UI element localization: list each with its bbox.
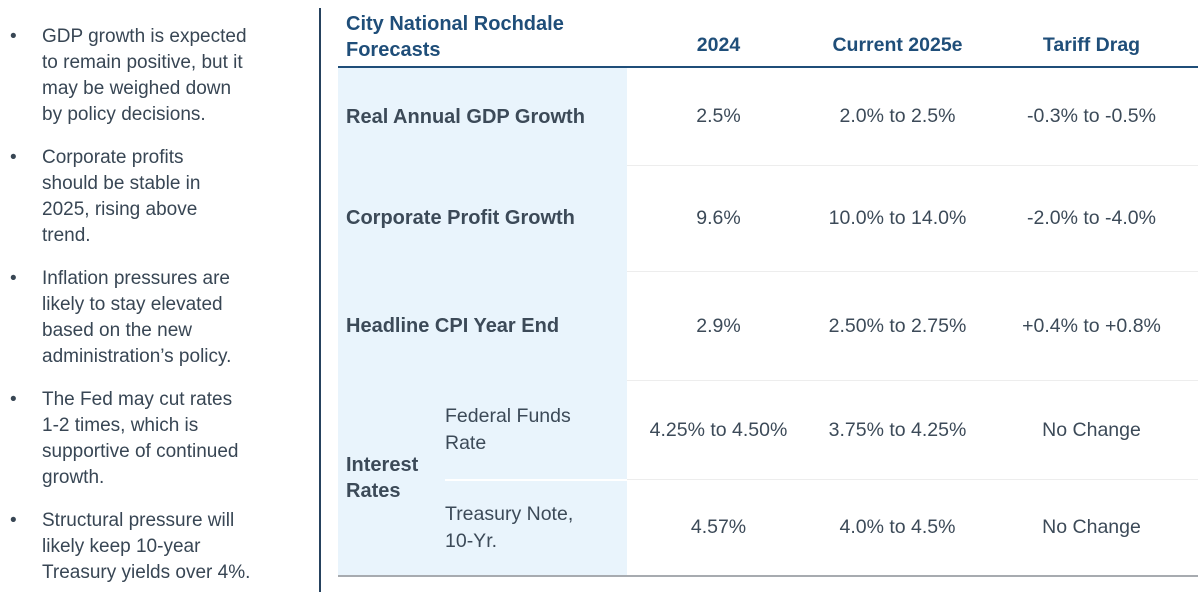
table-title: City National Rochdale Forecasts [338, 0, 627, 68]
row-label-corporate-profit: Corporate Profit Growth [338, 165, 627, 271]
cell-fedfunds-tariff: No Change [985, 380, 1198, 479]
cell-cpi-2024: 2.9% [627, 271, 810, 380]
cell-cpi-2025e: 2.50% to 2.75% [810, 271, 985, 380]
forecast-table: City National Rochdale Forecasts 2024 Cu… [338, 0, 1198, 577]
cell-treasury-tariff: No Change [985, 479, 1198, 575]
column-header-tariff-drag: Tariff Drag [985, 0, 1198, 68]
cell-profit-tariff: -2.0% to -4.0% [985, 165, 1198, 271]
bullet-icon: • [10, 268, 17, 289]
bullet-icon: • [10, 389, 17, 410]
bullet-item: • The Fed may cut rates 1-2 times, which… [10, 387, 310, 491]
bullet-item: • Inflation pressures are likely to stay… [10, 266, 310, 370]
bullet-text: GDP growth is expected to remain positiv… [42, 26, 247, 125]
bullet-item: • GDP growth is expected to remain posit… [10, 24, 310, 128]
cell-gdp-2025e: 2.0% to 2.5% [839, 105, 956, 127]
cell-treasury-2024: 4.57% [627, 479, 810, 575]
bullet-text: Structural pressure will likely keep 10-… [42, 510, 251, 583]
row-label-gdp-growth: Real Annual GDP Growth [338, 68, 627, 165]
bullet-item: • Corporate profits should be stable in … [10, 145, 310, 249]
cell-treasury-2025e: 4.0% to 4.5% [810, 479, 985, 575]
panel-divider [319, 8, 321, 592]
bullet-text: The Fed may cut rates 1-2 times, which i… [42, 389, 239, 488]
bullet-icon: • [10, 510, 17, 531]
row-sublabel-treasury-note: Treasury Note, 10-Yr. [445, 479, 627, 575]
bullet-icon: • [10, 147, 17, 168]
cell-fedfunds-2025e: 3.75% to 4.25% [810, 380, 985, 479]
column-header-current-2025e: Current 2025e [810, 0, 985, 68]
bullet-text: Corporate profits should be stable in 20… [42, 147, 201, 246]
row-group-label-interest-rates: Interest Rates [338, 380, 445, 575]
cell-profit-2024: 9.6% [627, 165, 810, 271]
row-sublabel-federal-funds: Federal Funds Rate [445, 380, 627, 479]
cell-fedfunds-2024: 4.25% to 4.50% [627, 380, 810, 479]
row-label-headline-cpi: Headline CPI Year End [338, 271, 627, 380]
column-header-2024: 2024 [627, 0, 810, 68]
bullet-item: • Structural pressure will likely keep 1… [10, 508, 310, 586]
cell-cpi-tariff: +0.4% to +0.8% [985, 271, 1198, 380]
cell-gdp-2024: 2.5% [696, 105, 741, 127]
cell-gdp-tariff: -0.3% to -0.5% [1027, 105, 1156, 127]
cell-profit-2025e: 10.0% to 14.0% [810, 165, 985, 271]
bullet-icon: • [10, 26, 17, 47]
commentary-bullet-list: • GDP growth is expected to remain posit… [10, 24, 310, 586]
bullet-text: Inflation pressures are likely to stay e… [42, 268, 232, 367]
